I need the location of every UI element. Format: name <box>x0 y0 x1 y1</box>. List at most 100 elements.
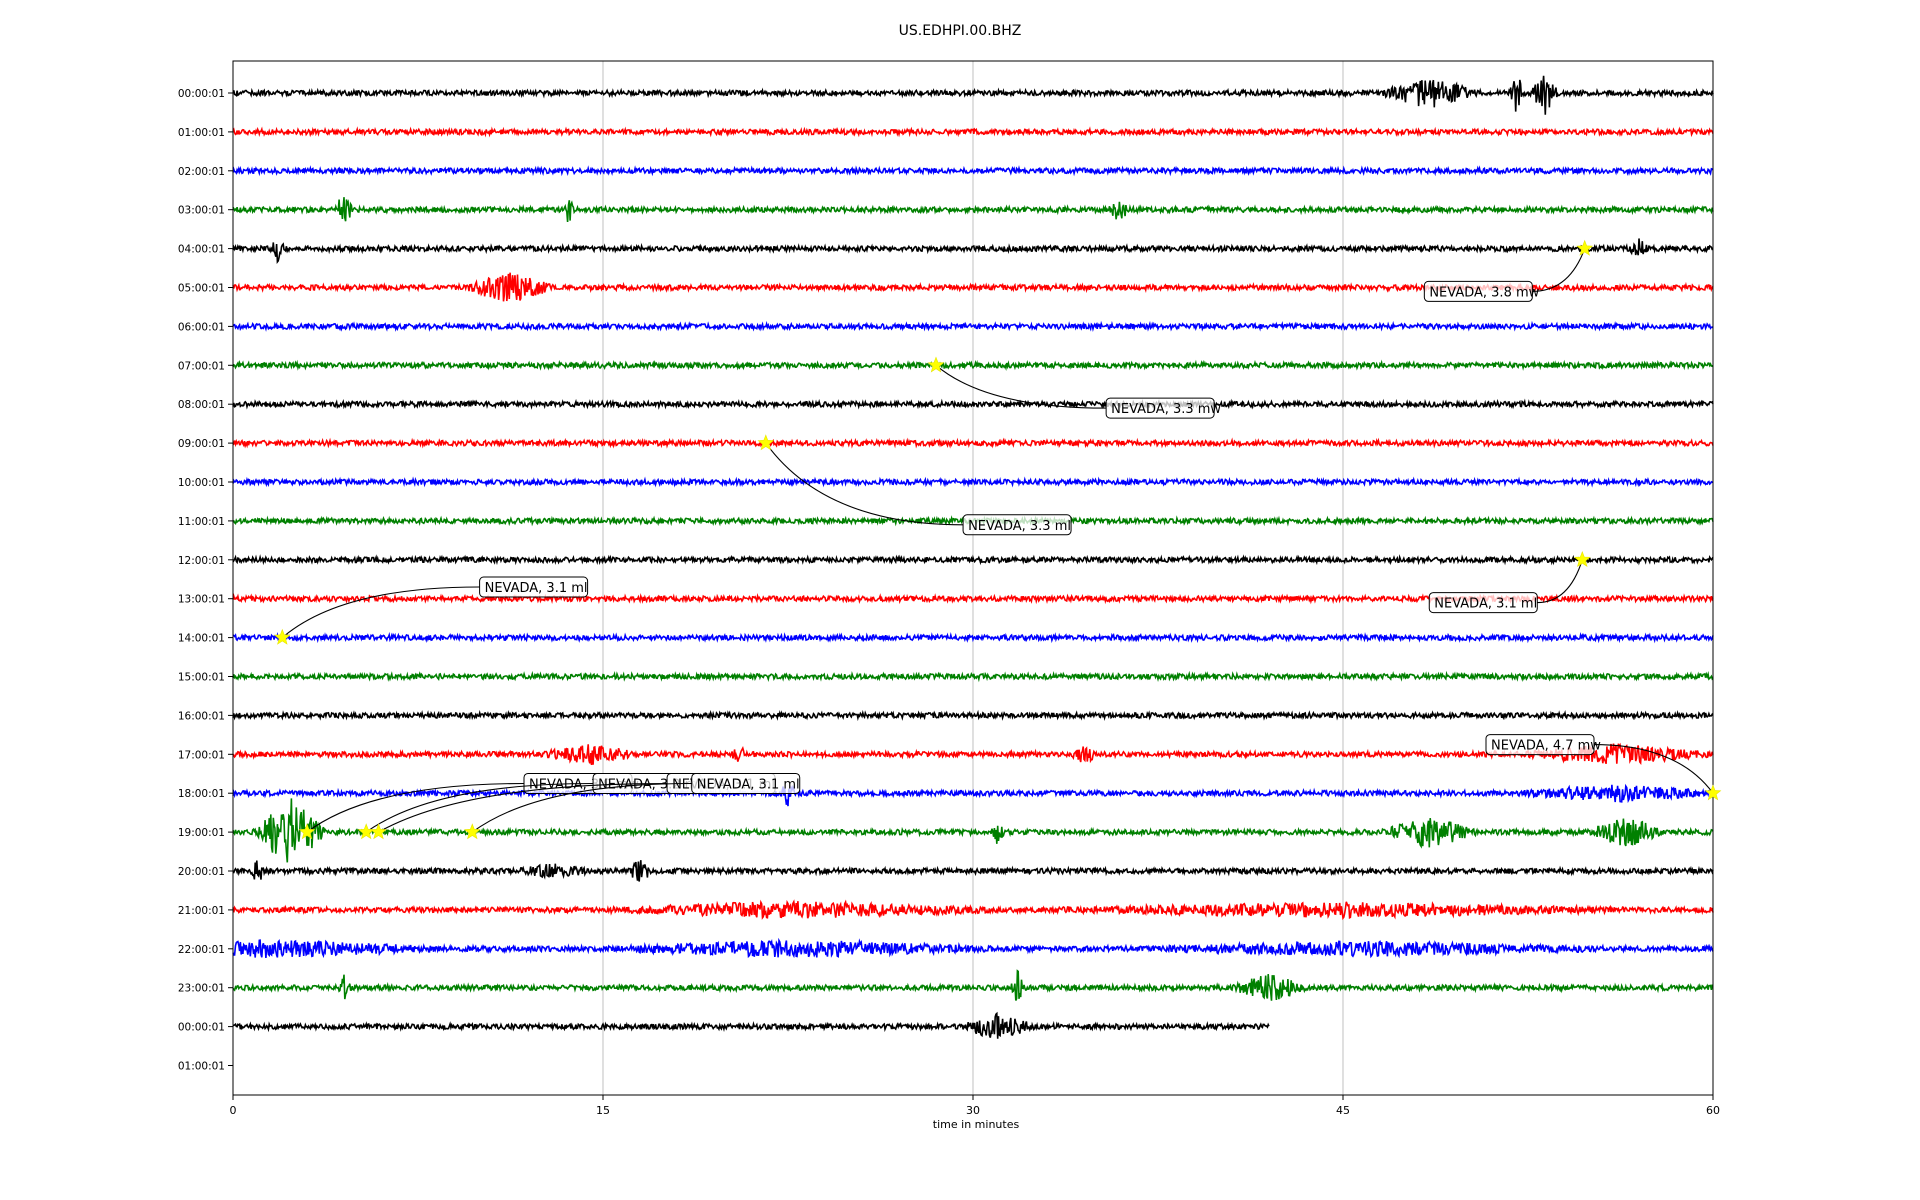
event-annotation-5: NEVADA, 4.7 mw <box>1485 734 1722 801</box>
event-label-box <box>691 772 801 794</box>
row-time-label: 02:00:01 <box>178 166 225 178</box>
event-label: NEVADA, 3.3 mw <box>1111 402 1221 417</box>
x-tick-label: 60 <box>1706 1104 1720 1117</box>
event-annotations: NEVADA, 3.8 mw NEVADA, 3.3 mw NEVADA, 3.3 … <box>273 239 1722 840</box>
event-connector <box>306 782 525 833</box>
row-time-label: 18:00:01 <box>178 788 225 800</box>
event-label: NEVADA, 3.1 ml <box>1434 597 1537 612</box>
row-time-label: 22:00:01 <box>178 944 225 956</box>
event-label-box <box>1105 397 1215 419</box>
event-connector <box>765 442 964 526</box>
row-time-label: 07:00:01 <box>178 360 225 372</box>
event-label: NEVADA, 3.1 ml <box>697 777 800 792</box>
trace-row-24 <box>233 1011 1270 1039</box>
event-star-marker <box>463 823 481 840</box>
x-tick-label: 0 <box>230 1104 237 1117</box>
trace-row-1 <box>232 126 1714 138</box>
x-tick-label: 15 <box>596 1104 610 1117</box>
trace-row-23 <box>232 969 1714 1001</box>
trace-row-17 <box>232 742 1714 766</box>
event-label-box <box>1485 734 1595 756</box>
row-time-label: 21:00:01 <box>178 905 225 917</box>
event-connector <box>378 782 668 833</box>
x-tick-label: 30 <box>966 1104 980 1117</box>
row-time-label: 00:00:01 <box>178 88 225 100</box>
row-time-label: 20:00:01 <box>178 866 225 878</box>
row-time-label: 11:00:01 <box>178 516 225 528</box>
event-connector <box>471 782 692 833</box>
event-annotation-9: NEVADA, 3.1 ml <box>463 772 801 840</box>
row-time-label: 17:00:01 <box>178 749 225 761</box>
event-label-box <box>962 514 1072 536</box>
event-star-marker <box>357 823 375 840</box>
row-time-label: 19:00:01 <box>178 827 225 839</box>
row-time-label: 00:00:01 <box>178 1022 225 1034</box>
trace-row-8 <box>232 398 1714 410</box>
event-label-box <box>1428 592 1538 614</box>
chart-title: US.EDHPI.00.BHZ <box>899 23 1022 39</box>
row-time-label: 04:00:01 <box>178 244 225 256</box>
row-time-label: 06:00:01 <box>178 321 225 333</box>
event-star-marker <box>273 628 291 645</box>
trace-row-3 <box>232 197 1714 223</box>
event-label: NEVADA, 3.8 mw <box>1429 285 1539 300</box>
trace-row-6 <box>232 320 1714 332</box>
trace-row-19 <box>232 798 1714 863</box>
event-star-marker <box>757 434 775 451</box>
row-time-label: 13:00:01 <box>178 594 225 606</box>
event-star-marker <box>1576 239 1594 256</box>
trace-row-15 <box>232 670 1714 683</box>
event-label: NEVADA, 3.1 ml <box>485 581 588 596</box>
trace-row-16 <box>232 709 1714 722</box>
event-annotation-2: NEVADA, 3.3 ml <box>757 434 1072 536</box>
trace-row-18 <box>232 783 1714 807</box>
event-annotation-4: NEVADA, 3.1 ml <box>1428 550 1591 614</box>
seismogram-traces <box>232 75 1714 1039</box>
event-connector <box>281 586 480 639</box>
row-time-label: 05:00:01 <box>178 283 225 295</box>
row-time-label: 14:00:01 <box>178 633 225 645</box>
event-connector <box>1532 248 1586 292</box>
row-time-label: 23:00:01 <box>178 983 225 995</box>
row-time-label: 15:00:01 <box>178 672 225 684</box>
event-connector <box>935 364 1107 409</box>
row-time-label: 03:00:01 <box>178 205 225 217</box>
trace-row-20 <box>232 860 1714 882</box>
row-time-labels: 00:00:01 01:00:01 02:00:01 03:00:01 04:00:01… <box>178 88 233 1073</box>
trace-row-10 <box>232 476 1714 488</box>
trace-row-14 <box>232 631 1714 644</box>
event-connector <box>1537 559 1583 604</box>
x-axis-ticks: 0 15 30 45 60 <box>230 1095 1720 1117</box>
row-time-label: 10:00:01 <box>178 477 225 489</box>
event-label-box <box>479 576 589 598</box>
event-annotation-0: NEVADA, 3.8 mw <box>1423 239 1594 302</box>
event-star-marker <box>1573 550 1591 567</box>
event-label-box <box>1423 280 1533 302</box>
event-annotation-3: NEVADA, 3.1 ml <box>273 576 589 645</box>
trace-row-22 <box>232 937 1714 959</box>
event-connector <box>365 782 594 833</box>
event-annotation-1: NEVADA, 3.3 mw <box>927 356 1221 419</box>
event-star-marker <box>370 823 387 840</box>
trace-row-0 <box>232 75 1714 115</box>
x-tick-label: 45 <box>1336 1104 1350 1117</box>
trace-row-4 <box>232 238 1713 265</box>
gridlines <box>602 61 1344 1095</box>
event-star-marker <box>1704 784 1722 801</box>
event-connector <box>1593 744 1714 794</box>
row-time-label: 16:00:01 <box>178 710 225 722</box>
row-time-label: 09:00:01 <box>178 438 225 450</box>
trace-row-2 <box>232 165 1714 177</box>
event-label: NEVADA, 3.3 ml <box>968 519 1071 534</box>
row-time-label: 01:00:01 <box>178 127 225 139</box>
event-star-marker <box>927 356 945 373</box>
x-axis-label: time in minutes <box>933 1118 1020 1131</box>
event-label: NEVADA, 4.7 mw <box>1491 739 1601 754</box>
row-time-label: 12:00:01 <box>178 555 225 567</box>
trace-row-21 <box>232 899 1714 921</box>
trace-row-12 <box>232 554 1714 566</box>
row-time-label: 01:00:01 <box>178 1061 225 1073</box>
trace-row-7 <box>232 359 1714 372</box>
event-star-marker <box>298 823 316 840</box>
